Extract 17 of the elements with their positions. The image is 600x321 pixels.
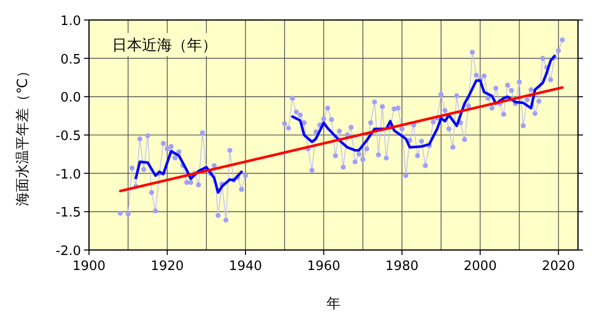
y-tick-label: 1.0 — [60, 14, 81, 29]
text: 日本近海（年） — [112, 36, 217, 54]
x-axis-title: 年 — [326, 296, 340, 312]
x-tick-label: 2020 — [542, 259, 575, 274]
x-tick-label: 1940 — [228, 259, 262, 274]
x-tick-label: 1980 — [385, 259, 419, 274]
y-axis-title: 海面水温平年差（℃） — [15, 64, 31, 206]
x-tick-label: 2000 — [464, 259, 497, 274]
y-tick-label: -2.0 — [56, 244, 81, 259]
x-tick-label: 1900 — [72, 259, 106, 274]
y-tick-label: -1.0 — [56, 167, 81, 182]
x-tick-label: 1960 — [307, 259, 340, 274]
y-tick-label: -0.5 — [56, 129, 81, 144]
y-tick-label: 0.5 — [60, 52, 81, 68]
y-tick-label: -1.5 — [56, 206, 81, 221]
x-tick-label: 1920 — [150, 259, 184, 274]
y-tick-label: 0.0 — [60, 90, 81, 106]
